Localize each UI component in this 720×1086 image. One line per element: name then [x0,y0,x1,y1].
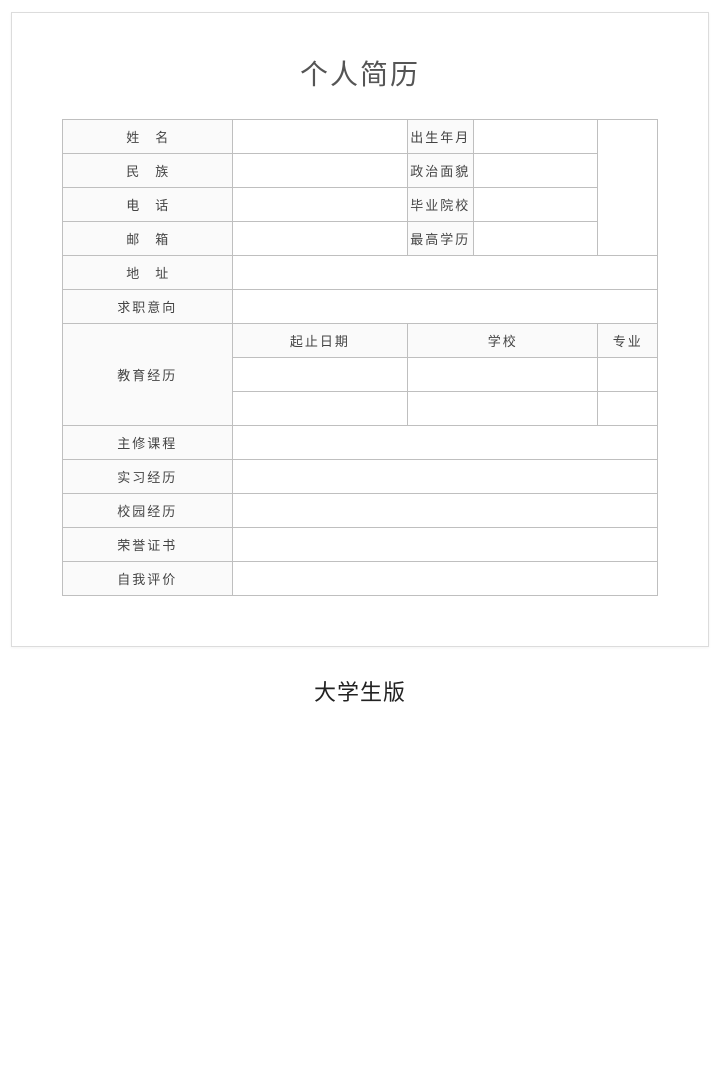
value-email [232,222,408,256]
row-honors: 荣誉证书 [63,528,658,562]
edu-school-2 [408,392,598,426]
edu-school-1 [408,358,598,392]
caption: 大学生版 [0,675,720,707]
row-internship: 实习经历 [63,460,658,494]
label-education: 教育经历 [63,324,233,426]
photo-cell [598,120,658,256]
value-address [232,256,657,290]
row-edu-header: 教育经历 起止日期 学校 专业 [63,324,658,358]
value-political [473,154,598,188]
edu-period-1 [232,358,408,392]
resume-page: 个人简历 姓名 出生年月 民族 政治面貌 电话 [11,12,709,647]
row-email: 邮箱 最高学历 [63,222,658,256]
row-campus: 校园经历 [63,494,658,528]
label-internship: 实习经历 [63,460,233,494]
label-name: 姓名 [63,120,233,154]
label-phone: 电话 [63,188,233,222]
value-campus [232,494,657,528]
row-selfeval: 自我评价 [63,562,658,596]
value-courses [232,426,657,460]
row-ethnic: 民族 政治面貌 [63,154,658,188]
label-birth: 出生年月 [408,120,473,154]
label-selfeval: 自我评价 [63,562,233,596]
value-school [473,188,598,222]
label-address: 地址 [63,256,233,290]
row-phone: 电话 毕业院校 [63,188,658,222]
label-edu-school: 学校 [408,324,598,358]
label-edu-major: 专业 [598,324,658,358]
row-courses: 主修课程 [63,426,658,460]
label-courses: 主修课程 [63,426,233,460]
edu-major-2 [598,392,658,426]
label-email: 邮箱 [63,222,233,256]
label-edu-period: 起止日期 [232,324,408,358]
label-political: 政治面貌 [408,154,473,188]
value-honors [232,528,657,562]
label-objective: 求职意向 [63,290,233,324]
value-selfeval [232,562,657,596]
label-ethnic: 民族 [63,154,233,188]
value-phone [232,188,408,222]
label-school: 毕业院校 [408,188,473,222]
label-degree: 最高学历 [408,222,473,256]
value-name [232,120,408,154]
page-title: 个人简历 [62,53,658,93]
value-ethnic [232,154,408,188]
label-honors: 荣誉证书 [63,528,233,562]
row-objective: 求职意向 [63,290,658,324]
row-name: 姓名 出生年月 [63,120,658,154]
row-address: 地址 [63,256,658,290]
value-internship [232,460,657,494]
edu-period-2 [232,392,408,426]
value-degree [473,222,598,256]
label-campus: 校园经历 [63,494,233,528]
resume-table: 姓名 出生年月 民族 政治面貌 电话 毕业院校 邮箱 最高学历 [62,119,658,596]
value-birth [473,120,598,154]
edu-major-1 [598,358,658,392]
value-objective [232,290,657,324]
